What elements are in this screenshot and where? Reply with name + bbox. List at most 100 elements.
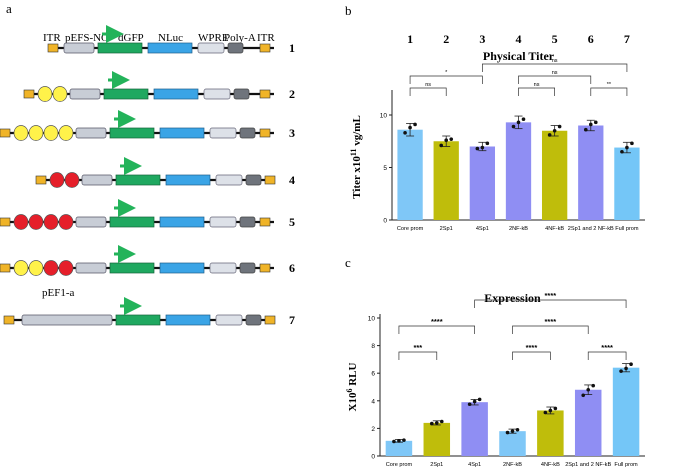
itr-right-box [259, 217, 271, 227]
data-point [402, 438, 406, 442]
data-point [586, 387, 591, 392]
label-nluc: NLuc [158, 32, 183, 44]
bar-7 [612, 367, 640, 456]
data-point [583, 127, 588, 132]
polya-box [245, 314, 262, 326]
dgfp-box [97, 42, 143, 54]
significance-label: *** [413, 343, 422, 352]
construct-diagram-panel: ITR pEFS-NC dGFP NLuc WPRE Poly-A ITR pE… [0, 25, 295, 327]
promoter-box [75, 216, 107, 228]
data-point [413, 122, 417, 127]
x-tick-label: 4Sp1 [468, 462, 481, 468]
promoter-box [75, 127, 107, 139]
data-point [521, 117, 526, 121]
y-axis-label-exponent: 6 [345, 389, 354, 393]
data-point [439, 419, 444, 424]
significance-bracket [518, 87, 555, 96]
data-point [553, 406, 558, 411]
promoter-box [81, 174, 113, 186]
bar-4 [505, 122, 532, 220]
data-point [449, 137, 454, 141]
itr-right-box [259, 128, 271, 138]
data-point [588, 122, 593, 127]
significance-bracket [512, 325, 589, 334]
significance-label: **** [601, 343, 613, 352]
significance-bracket [590, 87, 628, 96]
significance-label: **** [526, 343, 538, 352]
itr-left-box [47, 43, 59, 53]
column-number: 1 [407, 32, 413, 46]
significance-label: **** [431, 317, 443, 326]
data-point [408, 125, 412, 130]
data-point [593, 120, 598, 125]
itr-left-box [0, 263, 11, 273]
nfkb-site [49, 172, 65, 188]
construct-number: 7 [289, 313, 295, 327]
chart-title: Physical Titer [483, 49, 555, 63]
polya-box [233, 88, 250, 100]
bar-3 [469, 146, 496, 220]
x-tick-label: 2NF-kB [503, 462, 522, 468]
nluc-box [159, 216, 205, 228]
dgfp-box [109, 127, 155, 139]
sp1-site [37, 86, 53, 102]
y-tick-label: 5 [383, 165, 387, 172]
construct-4: 4 [35, 157, 295, 188]
y-tick-label: 10 [368, 316, 376, 323]
sp1-site [43, 125, 59, 141]
data-point [557, 124, 562, 129]
y-tick-label: 0 [383, 218, 387, 225]
sp1-site [58, 125, 74, 141]
bar-2 [433, 141, 459, 220]
significance-bracket [398, 351, 438, 360]
y-tick-label: 4 [371, 398, 375, 405]
significance-bracket [409, 75, 483, 84]
polya-box [239, 216, 256, 228]
physical-titer-chart: Physical Titer Titer x1011 vg/mL 0 5 10 Core … [349, 32, 645, 232]
y-axis-label-unit: vg/mL [351, 115, 363, 148]
label-promoter: pEFS-NC [65, 32, 108, 44]
significance-bracket [482, 63, 628, 72]
data-point [543, 410, 548, 415]
dgfp-box [103, 88, 149, 100]
dgfp-box [109, 216, 155, 228]
y-tick-label: 2 [371, 426, 375, 433]
bar-4 [499, 431, 526, 456]
nfkb-site [43, 214, 59, 230]
data-point [581, 393, 586, 398]
promoter-box [75, 262, 107, 274]
itr-right-box [264, 315, 276, 325]
nfkb-site [28, 214, 44, 230]
itr-right-box [259, 263, 271, 273]
construct-number: 5 [289, 215, 295, 229]
bar-1 [385, 440, 413, 456]
sp1-site [13, 260, 29, 276]
label-itr-left: ITR [43, 32, 61, 44]
data-point [515, 427, 520, 432]
y-axis-label: X106 RLU [345, 362, 359, 411]
data-point [547, 133, 552, 137]
significance-label: ** [607, 82, 612, 88]
data-point [392, 439, 396, 444]
x-tick-label: Full prom [614, 462, 638, 468]
y-tick-label: 10 [380, 113, 388, 120]
data-point [485, 141, 490, 146]
nfkb-site [13, 214, 29, 230]
dgfp-box [115, 174, 161, 186]
x-tick-label: Core prom [397, 226, 424, 232]
data-point [472, 399, 477, 404]
data-point [444, 138, 449, 142]
construct-6: 6 [0, 245, 295, 276]
itr-left-box [3, 315, 15, 325]
wpre-box [209, 216, 237, 228]
column-number: 4 [516, 32, 522, 46]
construct-number: 4 [289, 173, 295, 187]
label-pef1a: pEF1-a [42, 287, 75, 299]
significance-label: ns [552, 58, 558, 64]
column-number: 3 [479, 32, 485, 46]
data-point [511, 124, 516, 129]
x-tick-label: 2Sp1 and 2 NF-kB [568, 226, 614, 232]
nfkb-site [43, 260, 59, 276]
column-number: 5 [552, 32, 558, 46]
wpre-box [215, 174, 243, 186]
